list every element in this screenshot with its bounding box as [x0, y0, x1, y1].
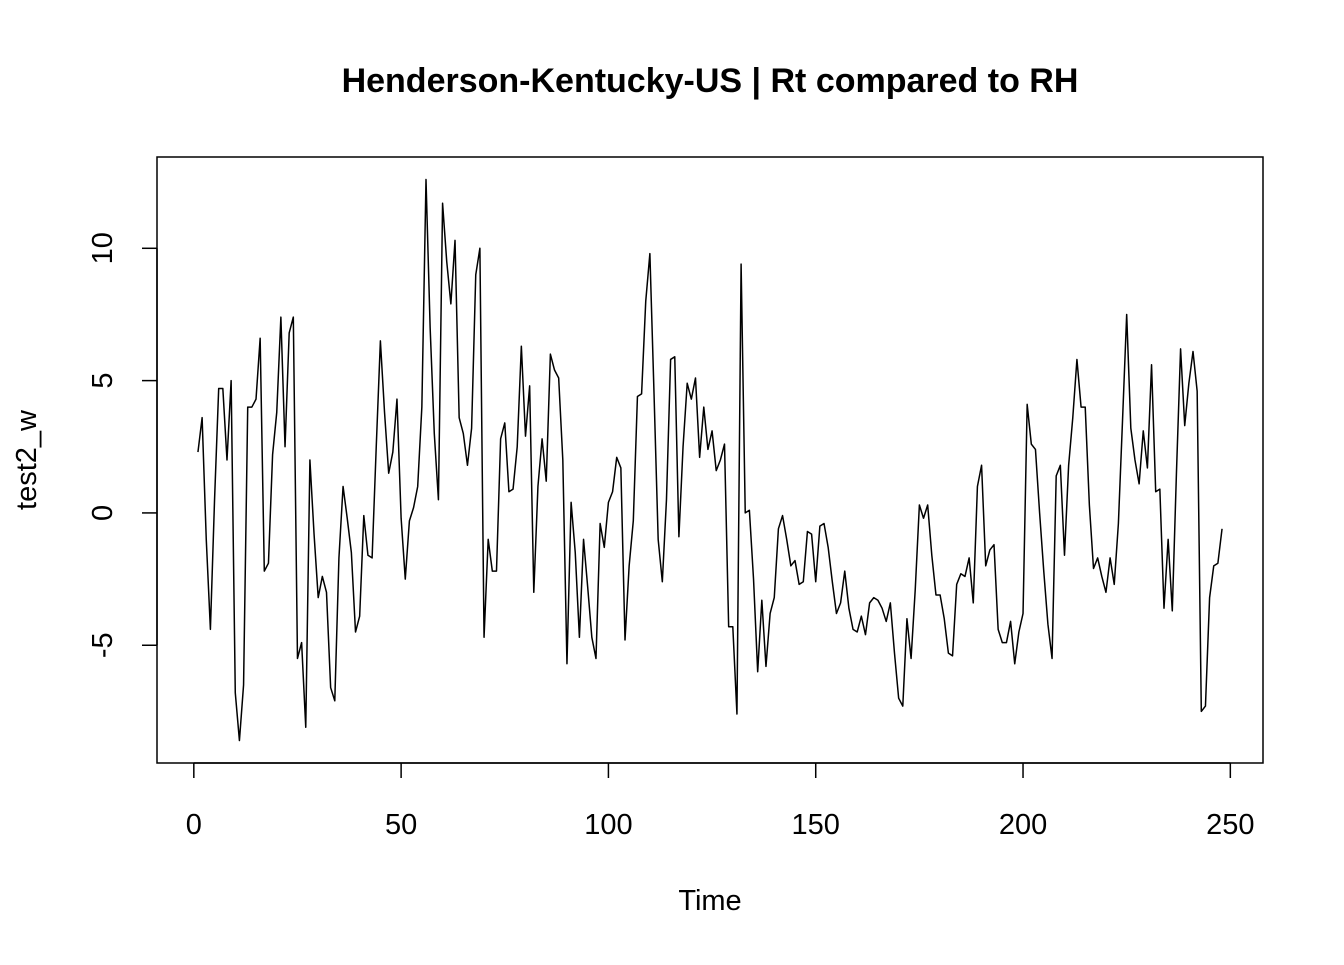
x-tick-label: 250 — [1206, 809, 1254, 841]
y-tick-label: 5 — [87, 373, 119, 389]
x-tick-label: 50 — [385, 809, 417, 841]
y-tick-label: 10 — [87, 232, 119, 264]
data-line — [197, 178, 1223, 742]
x-axis-label: Time — [678, 885, 741, 917]
y-tick-label: -5 — [87, 632, 119, 658]
x-tick-label: 200 — [999, 809, 1047, 841]
x-tick-label: 150 — [792, 809, 840, 841]
y-tick-label: 0 — [87, 505, 119, 521]
x-tick-label: 100 — [584, 809, 632, 841]
plot-box — [156, 156, 1264, 764]
x-tick-label: 0 — [186, 809, 202, 841]
chart-title: Henderson-Kentucky-US | Rt compared to R… — [342, 62, 1079, 100]
y-axis-label: test2_w — [11, 409, 43, 510]
